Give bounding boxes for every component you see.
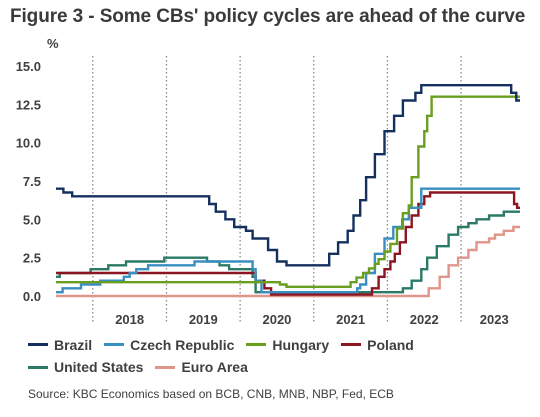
legend-label: Hungary [272,336,330,353]
y-axis: 0.0 2.5 5.0 7.5 10.0 12.5 15.0 [16,59,41,304]
y-tick-label: 0.0 [23,289,41,304]
line-chart: % 0.02.55.07.510.012.515.0 2018 2019 2020 2… [16,36,520,327]
source-note: Source: KBC Economics based on BCB, CNB,… [28,387,394,401]
legend-label: Brazil [54,336,93,353]
legend-label: Euro Area [181,359,248,375]
series-line-hungary [56,95,520,288]
series-line-brazil [56,84,520,267]
legend-item-hungary: Hungary [246,334,329,356]
legend-swatch [28,365,48,369]
x-axis: 2018 2019 2020 2021 2022 2023 [115,312,508,327]
y-tick-label: 5.0 [23,212,41,227]
y-tick-label: 15.0 [16,59,41,74]
legend-label: Poland [367,336,414,353]
x-tick-label: 2020 [262,312,291,327]
legend-label: United States [54,359,144,375]
series-line-poland [56,191,520,296]
legend-swatch [341,343,362,346]
legend-item-poland: Poland [341,334,414,356]
legend-item-czech-republic: Czech Republic [104,334,234,356]
series-line-euro-area [56,225,520,298]
legend-swatch [155,365,176,369]
chart-title: Figure 3 - Some CBs' policy cycles are a… [10,6,526,27]
x-tick-label: 2023 [480,312,509,327]
x-tick-label: 2022 [410,312,439,327]
series-line-czech-republic [56,187,520,294]
series-lines [56,84,520,298]
series-line-united-states [56,210,520,294]
legend-swatch [28,343,48,346]
legend-swatch [246,343,267,346]
y-tick-label: 2.5 [23,251,41,266]
y-tick-label: 10.0 [16,136,41,151]
y-tick-label: 7.5 [23,174,41,189]
x-tick-label: 2021 [336,312,365,327]
legend-swatch [104,343,125,346]
legend-item-united-states: United States [28,356,143,378]
x-tick-label: 2019 [189,312,218,327]
legend-label: Czech Republic [130,336,235,353]
x-tick-label: 2018 [115,312,144,327]
legend-item-brazil: Brazil [28,334,92,356]
legend-item-euro-area: Euro Area [155,356,248,378]
y-tick-label: 12.5 [16,97,41,112]
legend: Brazil Czech Republic Hungary Poland United … [28,333,538,378]
y-axis-unit-label: % [47,36,59,51]
